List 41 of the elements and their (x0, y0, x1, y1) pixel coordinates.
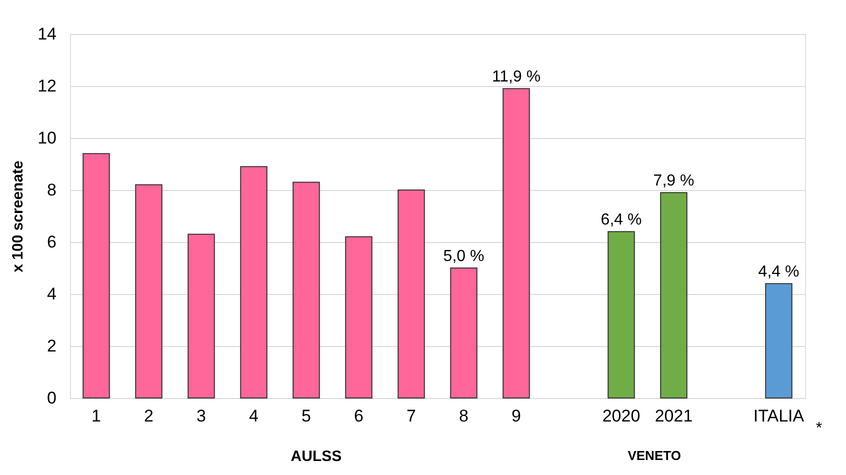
x-tick-label: 2 (144, 406, 154, 426)
x-tick-label: 3 (196, 406, 206, 426)
x-tick-label: 8 (459, 406, 468, 426)
data-label: 6,4 % (600, 212, 642, 229)
data-label: 11,9 % (492, 68, 541, 86)
bar (450, 268, 478, 398)
data-label: 7,9 % (653, 172, 694, 190)
x-tick-label: 9 (512, 406, 521, 426)
text: AULSS (290, 448, 342, 465)
bar (608, 231, 635, 398)
y-tick-label: 6 (47, 232, 56, 252)
bar (765, 283, 792, 398)
y-tick-label: 4 (47, 284, 56, 304)
bar (292, 182, 320, 398)
text: * (816, 420, 822, 437)
data-label: 4,4 % (758, 264, 800, 281)
bar (82, 153, 110, 398)
bar (345, 236, 372, 398)
x-tick-label: 4 (249, 406, 258, 426)
data-label: 5,0 % (443, 248, 484, 265)
text: VENETO (628, 448, 681, 463)
bar (660, 192, 688, 398)
x-tick-label: 2020 (602, 406, 640, 426)
x-tick-label: 5 (302, 406, 311, 426)
bar (240, 166, 268, 398)
y-tick-label: 8 (47, 180, 56, 200)
x-tick-label: 1 (92, 406, 101, 426)
bar (135, 184, 162, 398)
y-tick-label: 12 (38, 76, 56, 96)
bar (188, 234, 215, 398)
y-tick-label: 10 (38, 128, 56, 148)
x-tick-label: 7 (406, 406, 416, 426)
x-tick-label: 6 (354, 406, 364, 426)
bar (502, 88, 530, 398)
x-tick-label: 2021 (654, 406, 693, 426)
y-tick-label: 14 (38, 24, 56, 44)
y-tick-label: 2 (47, 336, 56, 356)
y-axis-title: x 100 screenate (10, 160, 27, 272)
y-tick-label: 0 (47, 388, 56, 408)
bar (398, 190, 425, 398)
x-tick-label: ITALIA (753, 406, 805, 426)
